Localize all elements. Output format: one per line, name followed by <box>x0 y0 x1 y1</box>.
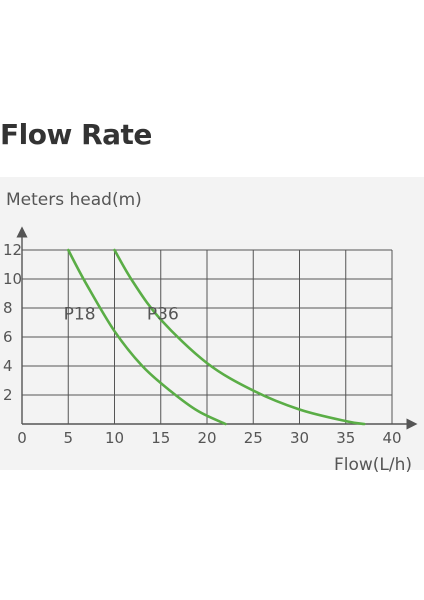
y-tick-label: 8 <box>3 299 13 317</box>
grid <box>22 249 393 424</box>
x-tick-label: 5 <box>63 429 73 447</box>
x-tick-label: 10 <box>105 429 124 447</box>
y-axis-title: Meters head(m) <box>6 190 142 210</box>
series-line-p36 <box>113 248 366 426</box>
x-tick-label: 20 <box>197 429 216 447</box>
page-title: Flow Rate <box>0 118 152 151</box>
chart-panel <box>0 177 424 470</box>
tick-labels: 0 5 10 15 20 25 30 35 40 2 4 6 8 10 12 <box>3 241 402 447</box>
y-tick-label: 4 <box>3 357 13 375</box>
x-tick-label: 0 <box>17 429 27 447</box>
x-axis-title: Flow(L/h) <box>334 455 412 475</box>
y-tick-label: 6 <box>3 328 13 346</box>
x-tick-label: 35 <box>336 429 355 447</box>
series: P18 P36 <box>64 248 366 426</box>
y-tick-label: 12 <box>3 241 22 259</box>
x-tick-label: 40 <box>382 429 401 447</box>
y-tick-label: 2 <box>3 386 13 404</box>
x-tick-label: 30 <box>290 429 309 447</box>
series-label-p36: P36 <box>147 305 179 325</box>
y-tick-label: 10 <box>3 270 22 288</box>
series-line-p18 <box>67 248 227 426</box>
x-tick-label: 15 <box>151 429 170 447</box>
series-label-p18: P18 <box>64 305 96 325</box>
x-tick-label: 25 <box>244 429 263 447</box>
